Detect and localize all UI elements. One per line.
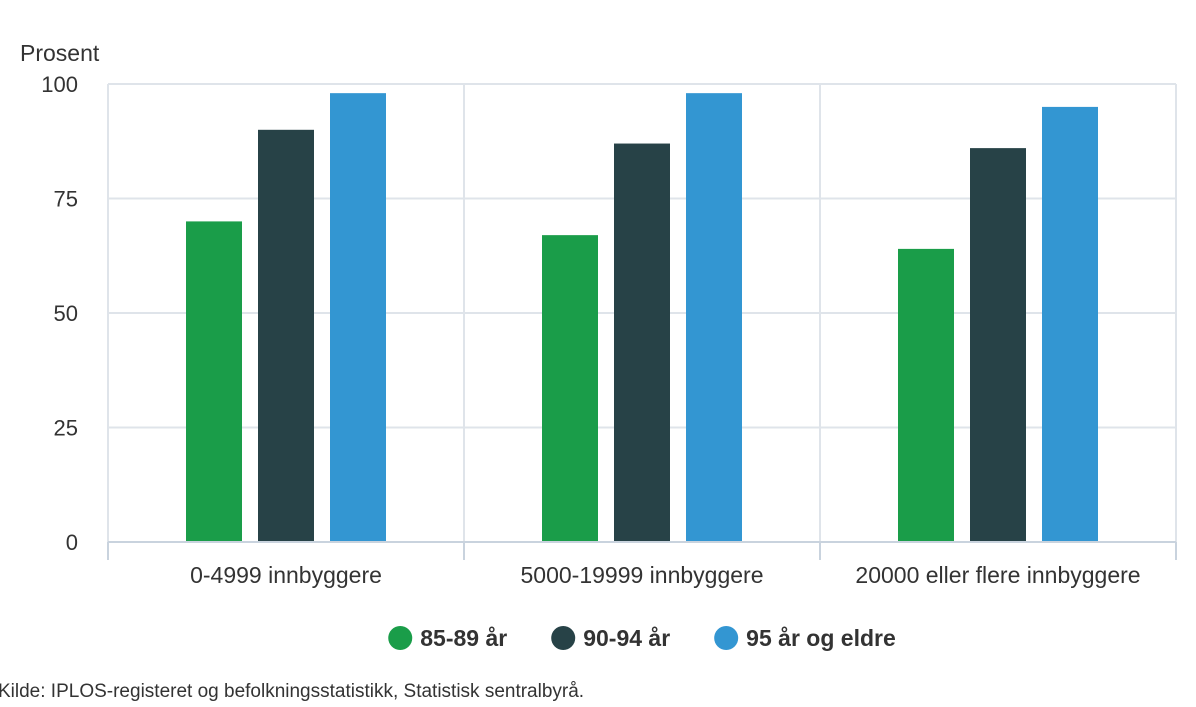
- bar: [1042, 106, 1098, 543]
- bar: [898, 248, 954, 542]
- bar: [686, 93, 742, 542]
- bar: [330, 93, 386, 542]
- category-label: 0-4999 innbyggere: [190, 562, 382, 588]
- legend-item: 90-94 år: [551, 625, 670, 651]
- y-tick-label: 75: [54, 187, 78, 212]
- legend-label: 85-89 år: [420, 625, 507, 651]
- legend-item: 95 år og eldre: [714, 625, 896, 651]
- category-labels: 0-4999 innbyggere 5000-19999 innbyggere 20…: [190, 562, 1140, 588]
- y-axis-label: Prosent: [20, 40, 100, 66]
- legend-label: 90-94 år: [583, 625, 670, 651]
- legend-marker: [551, 626, 576, 650]
- bar: [970, 148, 1026, 542]
- y-tick-label: 25: [54, 416, 78, 441]
- source-note: Kilde: IPLOS-registeret og befolkningsst…: [0, 681, 584, 702]
- legend-item: 85-89 år: [388, 625, 507, 651]
- legend: 85-89 år 90-94 år 95 år og eldre: [388, 625, 896, 651]
- legend-label: 95 år og eldre: [746, 625, 896, 651]
- bars: [186, 93, 1098, 543]
- bar: [258, 129, 314, 543]
- y-tick-label: 0: [66, 530, 78, 555]
- bar: [542, 235, 598, 542]
- category-label: 20000 eller flere innbyggere: [855, 562, 1140, 588]
- legend-marker: [388, 626, 413, 650]
- category-label: 5000-19999 innbyggere: [521, 562, 764, 588]
- y-tick-label: 50: [54, 301, 78, 326]
- bar: [614, 143, 670, 543]
- legend-marker: [714, 626, 739, 650]
- axes: [107, 541, 1177, 560]
- y-tick-labels: 0 25 50 75 100: [41, 72, 78, 555]
- y-tick-label: 100: [41, 72, 78, 97]
- bar: [186, 221, 242, 542]
